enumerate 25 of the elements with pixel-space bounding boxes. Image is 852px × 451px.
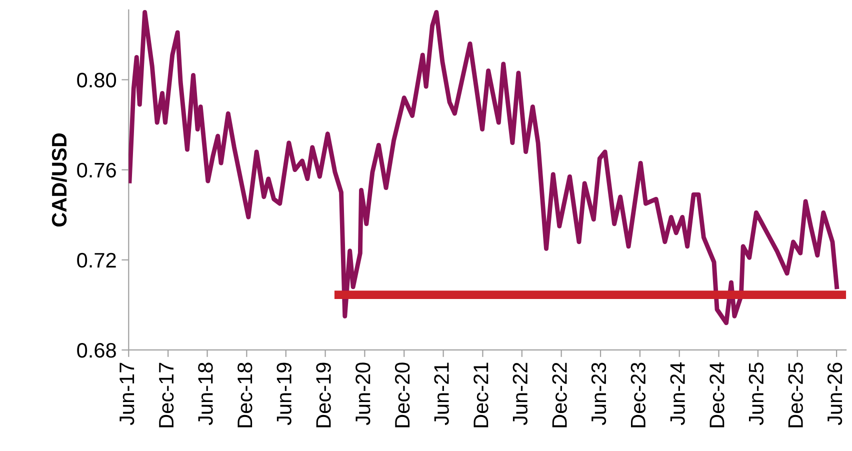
y-tick-label: 0.76: [77, 162, 116, 178]
x-tick-label: Jun-26: [827, 362, 842, 426]
x-tick-label: Jun-24: [670, 362, 685, 426]
y-tick-label: 0.68: [77, 342, 116, 358]
x-tick-label: Dec-19: [316, 362, 331, 428]
x-tick-label: Dec-25: [788, 362, 803, 428]
x-tick-label: Dec-21: [474, 362, 488, 428]
y-axis-title: CAD/USD: [51, 133, 67, 227]
x-tick-label: Jun-19: [276, 362, 292, 426]
x-tick-label: Dec-22: [552, 362, 567, 428]
y-tick-label: 0.72: [77, 252, 116, 268]
y-tick-label: 0.80: [77, 72, 116, 88]
x-tick-label: Dec-23: [630, 362, 646, 428]
x-tick-label: Dec-20: [394, 362, 410, 428]
x-tick-label: Jun-22: [512, 362, 528, 426]
x-tick-label: Jun-23: [591, 362, 606, 426]
x-tick-label: Jun-20: [356, 362, 370, 426]
x-tick-label: Dec-24: [710, 362, 724, 428]
x-tick-label: Dec-17: [159, 362, 174, 428]
x-tick-label: Jun-25: [748, 362, 764, 426]
x-tick-label: Jun-21: [434, 362, 449, 426]
x-tick-label: Dec-18: [238, 362, 252, 428]
x-tick-label: Jun-17: [120, 362, 134, 426]
x-tick-label: Jun-18: [198, 362, 213, 426]
line-series: [128, 10, 839, 326]
